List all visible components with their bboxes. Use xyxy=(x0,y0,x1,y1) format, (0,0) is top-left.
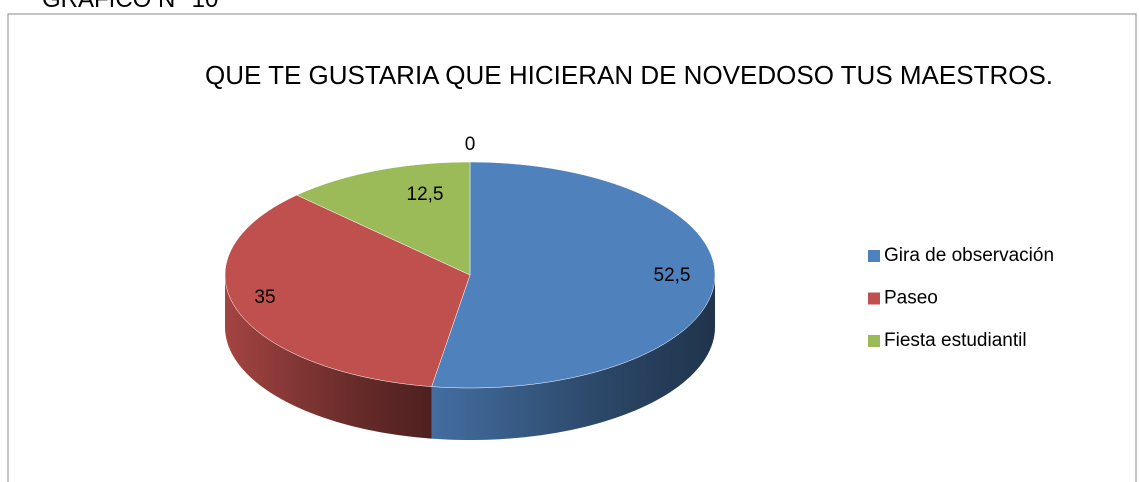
slice-side-shade xyxy=(431,275,715,440)
slice xyxy=(431,161,716,389)
slice xyxy=(224,194,471,387)
data-label: 12,5 xyxy=(407,184,444,205)
slice xyxy=(296,161,471,276)
legend-swatch xyxy=(868,292,880,305)
legend-swatch xyxy=(868,335,880,347)
legend-label: Paseo xyxy=(884,288,938,309)
caption: GRAFICO N° 10 xyxy=(42,0,218,14)
data-label: 0 xyxy=(465,134,476,155)
data-label: 35 xyxy=(254,287,275,308)
chart-title: QUE TE GUSTARIA QUE HICIERAN DE NOVEDOSO… xyxy=(205,60,1054,90)
frame xyxy=(7,13,1137,482)
legend-label: Gira de observación xyxy=(884,245,1054,266)
data-label: 52,5 xyxy=(654,265,691,286)
legend-label: Fiesta estudiantil xyxy=(884,330,1027,351)
slice-side-shade xyxy=(225,275,432,439)
legend-swatch xyxy=(868,250,880,262)
